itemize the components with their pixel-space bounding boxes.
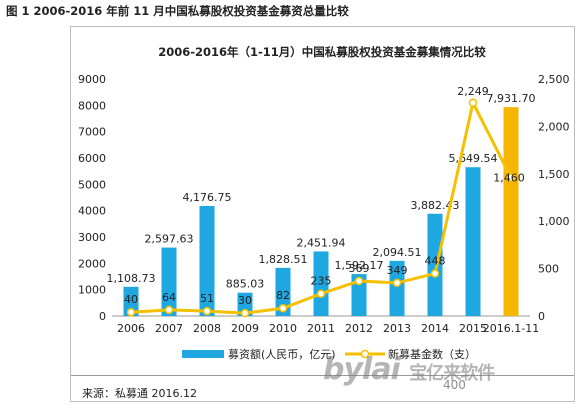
bar-data-label: 2,597.63	[145, 233, 194, 246]
line-point	[164, 305, 174, 315]
axes: 0 1000 2000 3000 4000 5000 6000 7000 8000 9000 0 50…	[78, 73, 570, 323]
x-tick-label: 2010	[269, 322, 297, 335]
legend-bar-label: 募资额(人民币，亿元)	[228, 348, 336, 361]
line-point	[278, 303, 288, 313]
bar	[389, 260, 405, 316]
x-tick-label: 2013	[383, 322, 411, 335]
line-data-label: 349	[387, 264, 408, 277]
line-point	[506, 173, 516, 182]
bar-data-label: 885.03	[226, 278, 265, 291]
line-data-label: 369	[349, 262, 370, 275]
line-data-labels: 40 64 51 30 82 235 369 349 448 2,249 1,460	[124, 85, 525, 307]
y-left-tick-label: 1000	[78, 284, 106, 297]
y-left-tick-label: 6000	[78, 152, 106, 165]
line-point	[468, 98, 478, 108]
legend-line-marker	[360, 349, 370, 359]
y-left-tick-label: 0	[99, 310, 106, 323]
bar-data-labels: 1,108.73 2,597.63 4,176.75 885.03 1,828.51 2,…	[107, 92, 536, 291]
y-left-tick-label: 3000	[78, 231, 106, 244]
bar-data-label: 2,451.94	[297, 236, 346, 249]
y-left-tick-label: 9000	[78, 73, 106, 86]
line-point	[392, 278, 402, 288]
watermark-brand: bylai	[323, 352, 401, 387]
watermark-slogan: 宝亿来软件	[409, 363, 495, 384]
line-data-label: 40	[124, 293, 138, 306]
x-tick-label: 2012	[345, 322, 373, 335]
bar-data-label: 1,592.17	[335, 259, 384, 272]
line-data-label: 1,460	[493, 172, 525, 185]
line-series	[126, 98, 516, 318]
line-data-label: 448	[425, 255, 446, 268]
bar	[313, 251, 329, 316]
chart-title: 2006-2016年（1-11月）中国私募股权投资基金募集情况比较	[158, 45, 486, 59]
x-tick-label: 2007	[155, 322, 183, 335]
figure-caption: 图 1 2006-2016 年前 11 月中国私募股权投资基金募资总量比较	[6, 4, 349, 18]
bar	[465, 167, 481, 316]
y-right-tick-label: 2,500	[538, 73, 570, 86]
bar	[237, 292, 253, 316]
bar	[351, 274, 367, 316]
line-data-label: 64	[162, 291, 176, 304]
watermark: bylai 宝亿来软件 400	[323, 352, 573, 402]
bar-data-label: 7,931.70	[487, 92, 536, 105]
x-tick-label: 2015	[459, 322, 487, 335]
bar-data-label: 3,882.43	[411, 199, 460, 212]
bar-data-label: 1,828.51	[259, 253, 308, 266]
bar-data-label: 2,094.51	[373, 246, 422, 259]
chart-frame	[70, 26, 575, 402]
y-right-tick-label: 1,000	[538, 215, 570, 228]
bar-data-label: 5,649.54	[449, 152, 498, 165]
bar-data-label: 1,108.73	[107, 272, 156, 285]
line-point	[202, 306, 212, 316]
x-tick-label: 2016.1-11	[483, 322, 539, 335]
y-right-tick-label: 0	[538, 310, 545, 323]
y-right-tick-label: 500	[538, 263, 559, 276]
x-tick-label: 2009	[231, 322, 259, 335]
y-right-tick-label: 2,000	[538, 120, 570, 133]
line-point	[354, 276, 364, 286]
source-divider	[71, 375, 574, 376]
line-data-label: 82	[276, 289, 290, 302]
bar	[199, 206, 215, 316]
line-data-label: 30	[238, 294, 252, 307]
line-data-label: 2,249	[457, 85, 489, 98]
line-point	[240, 308, 250, 318]
x-tick-label: 2006	[117, 322, 145, 335]
y-left-tick-label: 7000	[78, 126, 106, 139]
bar	[503, 107, 519, 316]
x-tick-label: 2011	[307, 322, 335, 335]
bar-data-label: 4,176.75	[183, 191, 232, 204]
legend-bar-swatch	[182, 350, 224, 358]
watermark-phone: 400	[443, 378, 466, 392]
line-data-label: 235	[311, 275, 332, 288]
y-left-tick-label: 2000	[78, 257, 106, 270]
line-data-label: 51	[200, 292, 214, 305]
bar	[161, 247, 177, 316]
y-left-tick-label: 8000	[78, 99, 106, 112]
line-point	[430, 269, 440, 278]
source-note: 来源：私募通 2016.12	[82, 387, 197, 400]
x-tick-label: 2008	[193, 322, 221, 335]
y-left-tick-label: 4000	[78, 205, 106, 218]
bar-series	[123, 107, 519, 316]
x-tick-labels: 2006 2007 2008 2009 2010 2011 2012 2013 2014 2015…	[117, 322, 539, 335]
line-point	[126, 307, 136, 317]
bar	[427, 213, 443, 316]
bar	[275, 267, 291, 316]
y-right-tick-label: 1,500	[538, 168, 570, 181]
legend-line-label: 新募基金数（支）	[388, 347, 476, 361]
watermark-logo: bylai 宝亿来软件	[323, 352, 495, 387]
line-point	[316, 289, 326, 298]
bar	[123, 286, 139, 316]
x-tick-label: 2014	[421, 322, 449, 335]
legend: 募资额(人民币，亿元) 新募基金数（支）	[182, 347, 476, 361]
y-left-tick-label: 5000	[78, 178, 106, 191]
